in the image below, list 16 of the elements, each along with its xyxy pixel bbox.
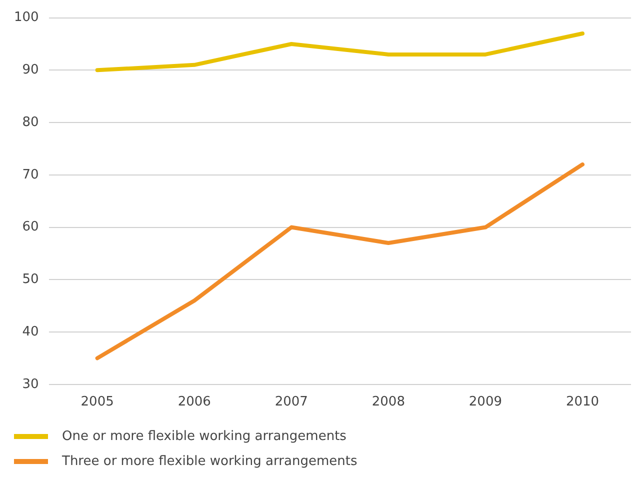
y-tick-label: 100: [14, 10, 39, 26]
x-tick-label: 2005: [80, 394, 114, 410]
y-tick-label: 60: [22, 220, 39, 235]
y-tick-label: 50: [22, 272, 39, 288]
x-tick-label: 2010: [566, 394, 600, 410]
y-tick-label: 90: [22, 62, 39, 78]
y-tick-label: 30: [22, 376, 39, 392]
legend-label: Three or more flexible working arrangements: [62, 454, 358, 469]
y-tick-label: 40: [22, 324, 39, 340]
x-tick-label: 2008: [372, 394, 405, 410]
x-tick-label: 2007: [274, 394, 308, 410]
x-tick-label: 2009: [468, 394, 502, 410]
x-tick-label: 2006: [178, 394, 211, 410]
legend-label: One or more flexible working arrangements: [62, 429, 346, 444]
y-tick-label: 80: [22, 114, 39, 130]
y-tick-label: 70: [22, 167, 39, 182]
